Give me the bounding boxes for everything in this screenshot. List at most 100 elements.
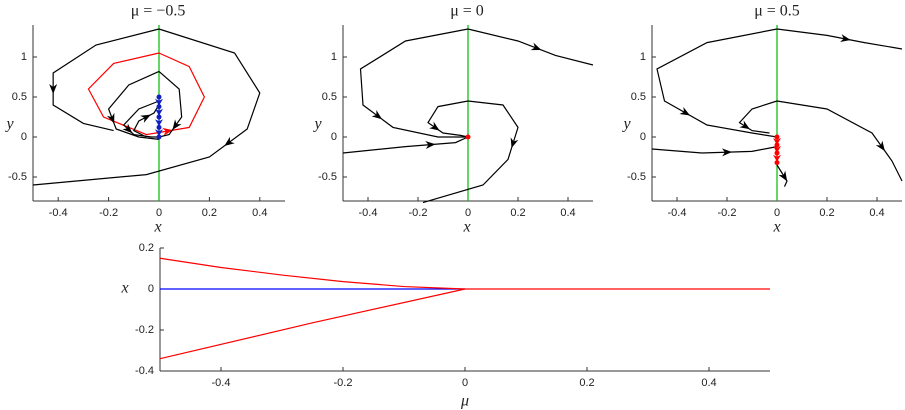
x-tick-label: 0.2 — [819, 207, 834, 219]
x-axis-label: x — [772, 219, 780, 236]
x-tick-label: 0.2 — [202, 207, 217, 219]
x-axis-label: μ — [460, 393, 469, 410]
x-tick-label: -0.2 — [718, 207, 737, 219]
arrowhead — [224, 136, 235, 146]
y-tick-label: -0.5 — [318, 171, 337, 183]
arrowhead — [778, 170, 788, 182]
x-tick-label: 0 — [462, 377, 468, 389]
arrowhead — [875, 140, 885, 152]
trajectory — [776, 100, 903, 182]
arrowhead — [530, 42, 542, 51]
trajectory — [422, 100, 519, 204]
x-tick-label: 0.4 — [252, 207, 267, 219]
x-tick-label: 0.4 — [560, 207, 575, 219]
x-tick-label: -0.2 — [334, 377, 353, 389]
x-tick-label: -0.4 — [49, 207, 68, 219]
arrowhead — [172, 119, 182, 130]
arrowhead — [721, 148, 732, 157]
x-tick-label: -0.4 — [359, 207, 378, 219]
x-tick-label: 0.4 — [869, 207, 884, 219]
arrowhead — [425, 141, 436, 149]
arrowhead — [122, 123, 133, 134]
y-tick-label: 1 — [21, 51, 27, 63]
trajectory — [159, 288, 466, 360]
y-tick-label: -0.5 — [627, 171, 646, 183]
trajectory — [656, 28, 778, 138]
arrowhead — [49, 84, 58, 94]
trajectory — [738, 100, 778, 134]
y-tick-label: 1 — [331, 51, 337, 63]
trajectory — [87, 52, 206, 136]
point — [774, 134, 780, 140]
arrowhead — [510, 137, 519, 149]
trajectory — [651, 146, 778, 154]
point — [465, 134, 471, 140]
x-tick-label: 0 — [156, 207, 162, 219]
y-tick-label: -0.2 — [135, 324, 154, 336]
y-axis-label: y — [312, 116, 322, 133]
x-axis-label: x — [153, 219, 161, 236]
x-tick-label: -0.2 — [99, 207, 118, 219]
arrowhead — [371, 110, 383, 120]
y-tick-label: 0.5 — [322, 91, 337, 103]
chart-title: μ = 0.5 — [754, 3, 800, 20]
trajectory — [159, 257, 466, 290]
arrowhead — [773, 146, 781, 153]
y-axis-label: y — [4, 116, 14, 133]
x-tick-label: 0.2 — [510, 207, 525, 219]
y-tick-label: 0 — [21, 131, 27, 143]
arrowhead — [840, 34, 851, 42]
arrowhead — [429, 121, 440, 131]
arrowhead — [773, 154, 781, 162]
chart-title: μ = 0 — [450, 3, 484, 20]
y-tick-label: 0 — [640, 131, 646, 143]
y-tick-label: 0 — [148, 283, 154, 295]
point — [774, 150, 780, 156]
arrowhead — [773, 138, 781, 145]
x-tick-label: 0.4 — [701, 377, 716, 389]
arrowhead — [106, 112, 115, 124]
x-tick-label: -0.2 — [409, 207, 428, 219]
chart-title: μ = −0.5 — [131, 3, 186, 20]
y-tick-label: 0.2 — [139, 242, 154, 254]
point — [156, 94, 162, 100]
point — [774, 142, 780, 148]
arrowhead — [679, 107, 691, 116]
x-tick-label: -0.4 — [668, 207, 687, 219]
arrowhead — [155, 108, 163, 116]
y-tick-label: -0.4 — [135, 365, 154, 377]
arrowhead — [140, 114, 151, 123]
point — [156, 114, 162, 120]
point — [156, 104, 162, 110]
trajectory — [132, 104, 160, 138]
y-tick-label: 0 — [331, 131, 337, 143]
x-tick-label: -0.4 — [212, 377, 231, 389]
y-tick-label: 0.5 — [12, 91, 27, 103]
arrowhead — [155, 129, 163, 137]
x-tick-label: 0 — [465, 207, 471, 219]
trajectory — [32, 28, 261, 186]
point — [156, 124, 162, 130]
trajectory — [467, 28, 594, 66]
trajectory — [342, 136, 469, 154]
trajectory — [359, 28, 469, 138]
arrowhead — [155, 119, 163, 127]
trajectory — [776, 28, 903, 50]
y-tick-label: -0.5 — [8, 171, 27, 183]
y-tick-label: 0.5 — [631, 91, 646, 103]
trajectory — [158, 70, 183, 138]
y-tick-label: 1 — [640, 51, 646, 63]
trajectory — [427, 100, 469, 138]
arrowhead — [162, 127, 173, 136]
x-tick-label: 0.2 — [579, 377, 594, 389]
trajectory — [52, 28, 160, 132]
point — [156, 134, 162, 140]
y-axis-label: x — [120, 280, 128, 297]
y-axis-label: y — [621, 116, 631, 133]
x-tick-label: 0 — [774, 207, 780, 219]
x-axis-label: x — [462, 219, 470, 236]
arrowhead — [155, 98, 163, 106]
point — [774, 160, 780, 166]
arrowhead — [739, 120, 750, 130]
